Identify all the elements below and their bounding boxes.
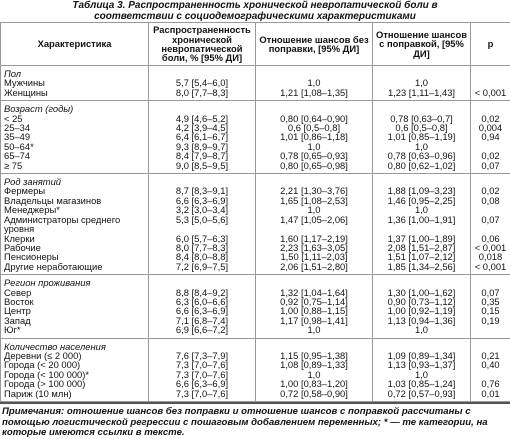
data-row: Париж (10 млн)7,3 [7,0–7,6]0,72 [0,58–0,… (1, 389, 510, 402)
group-row: Пол (1, 66, 510, 79)
cell: ≥ 75 (1, 161, 149, 174)
cell: 0,07 (471, 161, 510, 174)
empty-cell (471, 66, 510, 79)
cell: 2,06 [1,51–2,80] (256, 262, 373, 275)
cell: 1,23 [1,11–1,43] (373, 88, 471, 101)
empty-cell (471, 325, 510, 338)
empty-cell (373, 101, 471, 114)
cell: Женщины (1, 88, 149, 101)
cell: 7,2 [6,9–7,5] (149, 262, 256, 275)
group-row: Регион проживания (1, 275, 510, 288)
cell: 7,3 [7,0–7,6] (149, 389, 256, 402)
cell: 0,19 (471, 316, 510, 325)
cell: 0,07 (471, 215, 510, 234)
cell: 6,9 [6,6–7,2] (149, 325, 256, 338)
header-cell: Отношение шансов с поправкой, [95% ДИ] (373, 23, 471, 66)
group-label: Регион проживания (1, 275, 149, 288)
empty-cell (471, 275, 510, 288)
header-cell: Отношение шансов без поправки, [95% ДИ] (256, 23, 373, 66)
group-row: Возраст (годы) (1, 101, 510, 114)
cell: 1,0 (373, 325, 471, 338)
cell: 0,08 (471, 196, 510, 205)
cell: 0,72 [0,57–0,93] (373, 389, 471, 402)
group-label: Возраст (годы) (1, 101, 149, 114)
cell: 65–74 (1, 151, 149, 160)
empty-cell (149, 275, 256, 288)
empty-cell (149, 101, 256, 114)
empty-cell (373, 275, 471, 288)
cell: 1,47 [1,05–2,06] (256, 215, 373, 234)
cell: 0,01 (471, 389, 510, 402)
cell: Другие неработающие (1, 262, 149, 275)
empty-cell (256, 101, 373, 114)
header-cell: p (471, 23, 510, 66)
empty-cell (256, 275, 373, 288)
cell: Юг* (1, 325, 149, 338)
cell: Запад (1, 316, 149, 325)
cell: 1,36 [1,00–1,91] (373, 215, 471, 234)
cell: 0,72 [0,58–0,90] (256, 389, 373, 402)
empty-cell (471, 101, 510, 114)
cell: 5,3 [5,0–5,6] (149, 215, 256, 234)
cell: < 0,001 (471, 262, 510, 275)
header-cell: Характеристика (1, 23, 149, 66)
cell: Париж (10 млн) (1, 389, 149, 402)
page: Таблица 3. Распространенность хроническо… (0, 0, 510, 412)
cell: < 0,001 (471, 88, 510, 101)
cell: 0,80 [0,62–1,02] (373, 161, 471, 174)
cell: 8,0 [7,7–8,3] (149, 88, 256, 101)
cell: 0,80 [0,65–0,98] (256, 161, 373, 174)
table-title: Таблица 3. Распространенность хроническо… (0, 0, 510, 22)
cell: 1,21 [1,08–1,35] (256, 88, 373, 101)
cell: 1,0 (256, 325, 373, 338)
cell: 9,0 [8,5–9,5] (149, 161, 256, 174)
cell: 1,85 [1,34–2,56] (373, 262, 471, 275)
header-cell: Распространенность хронической невропати… (149, 23, 256, 66)
table-note: Примечания: отношение шансов без поправк… (0, 402, 510, 439)
cell: 0,94 (471, 132, 510, 141)
cell: 0,40 (471, 360, 510, 369)
cell: Администраторы среднего уровня (1, 215, 149, 234)
